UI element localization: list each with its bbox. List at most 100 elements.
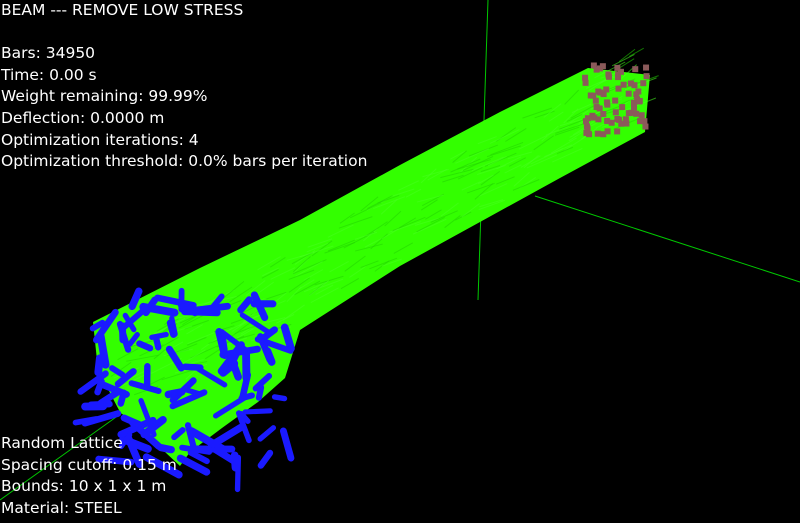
load-node <box>612 97 619 104</box>
support-bar <box>120 414 143 428</box>
load-node <box>592 97 599 104</box>
time-readout: Time: 0.00 s <box>1 65 97 84</box>
support-bar <box>217 341 245 375</box>
load-node <box>620 81 627 88</box>
lattice-type: Random Lattice <box>1 434 123 452</box>
bars-count: Bars: 34950 <box>1 44 96 63</box>
support-bar <box>165 345 185 372</box>
lattice-info-panel: Random Lattice Spacing cutoff: 0.15 m Bo… <box>1 433 177 519</box>
support-bar <box>97 388 123 407</box>
load-node <box>642 123 649 130</box>
support-bar <box>169 315 178 337</box>
load-node <box>583 118 590 125</box>
optimization-threshold: Optimization threshold: 0.0% bars per it… <box>1 152 368 171</box>
load-node <box>582 74 589 81</box>
support-bar <box>196 366 228 388</box>
support-bar <box>157 443 175 454</box>
support-bar <box>77 370 109 395</box>
support-bar <box>237 296 253 314</box>
support-bar <box>228 356 242 381</box>
support-bar <box>257 425 277 442</box>
load-node <box>631 104 638 111</box>
deflection-readout: Deflection: 0.0000 m <box>1 108 165 127</box>
load-node <box>638 112 645 119</box>
load-node <box>604 128 611 135</box>
support-bar <box>120 307 147 331</box>
support-bar <box>179 444 213 455</box>
load-node <box>600 91 607 98</box>
load-node <box>622 116 629 123</box>
support-bar <box>257 449 274 469</box>
load-node <box>593 66 600 73</box>
support-bar <box>142 453 183 479</box>
support-bar <box>209 423 245 448</box>
fixed-support-bars <box>72 287 295 493</box>
support-bar <box>230 451 240 472</box>
support-bar <box>154 294 197 309</box>
material: Material: STEEL <box>1 498 122 517</box>
support-bar <box>171 427 186 441</box>
load-node <box>643 73 650 80</box>
support-bar <box>187 449 210 465</box>
load-node <box>590 62 597 69</box>
load-node <box>584 125 591 132</box>
load-node <box>603 86 610 93</box>
load-node <box>604 117 611 124</box>
load-node <box>615 85 622 92</box>
support-bar <box>127 332 140 347</box>
support-bar <box>114 368 137 388</box>
support-bar <box>142 296 159 317</box>
support-bar <box>263 347 276 366</box>
load-nodes <box>582 62 650 138</box>
support-bar <box>136 340 154 352</box>
support-bar <box>97 380 130 398</box>
support-bar <box>176 454 211 476</box>
support-bar <box>96 332 110 369</box>
load-node <box>615 74 622 81</box>
support-bar <box>152 334 162 351</box>
load-node <box>633 91 640 98</box>
load-node <box>614 128 621 135</box>
load-node <box>625 90 632 97</box>
support-bar <box>205 293 225 316</box>
support-bar <box>255 384 265 401</box>
load-node <box>614 116 621 123</box>
simulation-title: BEAM --- REMOVE LOW STRESS <box>1 1 244 19</box>
load-node <box>614 64 621 71</box>
load-node <box>632 66 639 73</box>
support-bar <box>118 432 133 449</box>
support-bar <box>116 320 132 353</box>
load-node <box>600 111 607 118</box>
support-bar <box>239 371 252 402</box>
axis-depth <box>534 195 800 283</box>
weight-remaining: Weight remaining: 99.99% <box>1 87 208 106</box>
load-node <box>630 99 637 106</box>
load-node <box>636 97 643 104</box>
load-node <box>605 71 612 78</box>
load-node <box>618 120 625 127</box>
load-node <box>628 109 635 116</box>
load-node <box>637 118 644 125</box>
support-bar <box>252 373 273 392</box>
load-node <box>597 89 604 96</box>
load-node <box>590 92 597 99</box>
load-node <box>594 130 601 137</box>
load-node <box>591 114 598 121</box>
load-node <box>633 110 640 117</box>
load-node <box>631 82 638 89</box>
support-bar <box>94 354 104 377</box>
simulation-stats-panel: BEAM --- REMOVE LOW STRESS Bars: 34950 T… <box>1 0 367 173</box>
spacing-cutoff: Spacing cutoff: 0.15 m <box>1 455 177 474</box>
support-bar <box>279 427 295 462</box>
load-node <box>617 68 624 75</box>
support-bar <box>271 394 288 402</box>
support-bar <box>138 398 157 438</box>
load-node <box>641 118 648 125</box>
load-node <box>596 65 603 72</box>
support-bar <box>164 388 186 399</box>
support-bar <box>234 454 242 493</box>
load-node <box>623 120 630 127</box>
load-node <box>643 64 650 71</box>
